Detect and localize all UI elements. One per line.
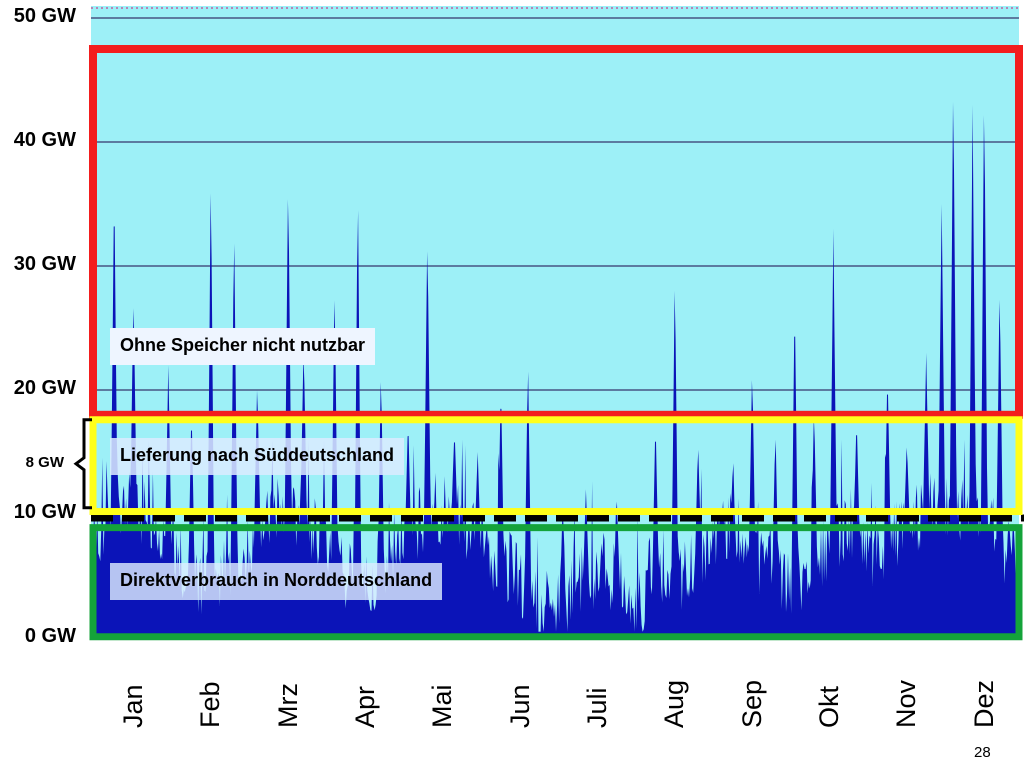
label-delivery-south-germany: Lieferung nach Süddeutschland	[110, 438, 405, 475]
month-label: Jun	[504, 684, 535, 728]
label-not-usable-without-storage: Ohne Speicher nicht nutzbar	[110, 328, 376, 365]
month-label: Feb	[195, 681, 226, 728]
y-tick-label: 10 GW	[13, 501, 76, 523]
y-tick-label: 30 GW	[13, 253, 76, 275]
bracket-label: 8 GW	[25, 453, 64, 471]
page-number: 28	[974, 744, 991, 761]
label-direct-consumption-north-germany: Direktverbrauch in Norddeutschland	[110, 563, 443, 600]
month-label: Dez	[968, 679, 999, 728]
month-label: Mai	[427, 684, 458, 728]
eight-gw-bracket	[73, 418, 92, 510]
month-label: Sep	[736, 679, 767, 728]
month-label: Okt	[814, 685, 845, 728]
yellow-box	[89, 416, 1023, 516]
y-tick-label: 50 GW	[13, 5, 76, 27]
month-label: Jan	[118, 684, 149, 728]
green-box	[89, 524, 1023, 641]
month-label: Juli	[582, 687, 613, 728]
power-area	[91, 101, 1019, 638]
y-tick-label: 20 GW	[13, 377, 76, 399]
red-box	[89, 45, 1023, 419]
plot-background	[91, 6, 1019, 638]
y-tick-label: 0 GW	[24, 625, 76, 647]
month-label: Mrz	[272, 683, 303, 728]
month-label: Nov	[891, 679, 922, 728]
month-label: Apr	[350, 685, 381, 728]
month-label: Aug	[659, 679, 690, 728]
y-tick-label: 40 GW	[13, 129, 76, 151]
